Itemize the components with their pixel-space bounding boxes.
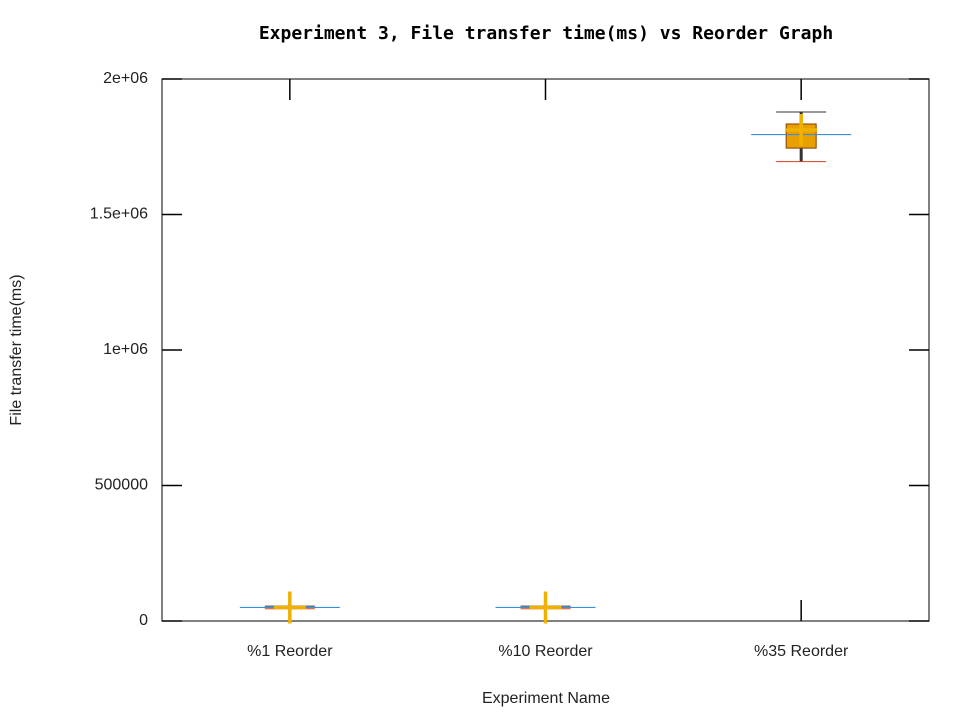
y-tick-label: 1e+06 — [103, 341, 148, 358]
chart-title: Experiment 3, File transfer time(ms) vs … — [259, 23, 833, 44]
y-tick-label: 1.5e+06 — [90, 206, 148, 223]
mean-marker — [273, 591, 306, 624]
mean-marker — [529, 591, 562, 624]
x-tick-label: %1 Reorder — [247, 643, 333, 660]
y-axis-label: File transfer time(ms) — [8, 274, 25, 425]
x-tick-label: %10 Reorder — [498, 643, 593, 660]
x-tick-label: %35 Reorder — [754, 643, 849, 660]
mean-marker — [785, 113, 818, 146]
y-tick-label: 0 — [139, 612, 148, 629]
y-tick-label: 2e+06 — [103, 70, 148, 87]
y-tick-label: 500000 — [95, 477, 148, 494]
x-axis-label: Experiment Name — [482, 690, 610, 707]
plot-frame — [161, 78, 930, 622]
